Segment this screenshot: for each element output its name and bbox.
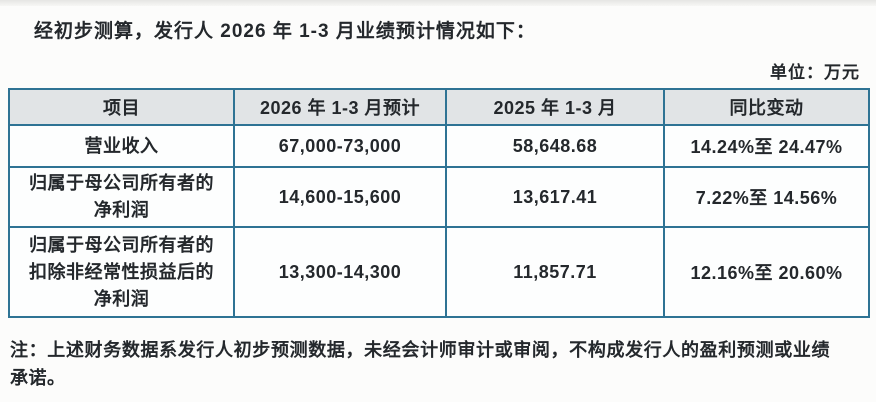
document-title: 经初步测算，发行人 2026 年 1-3 月业绩预计情况如下： (34, 21, 536, 42)
item-line: 净利润 (93, 200, 150, 220)
footnote: 注：上述财务数据系发行人初步预测数据，未经会计师审计或审阅，不构成发行人的盈利预… (10, 340, 830, 388)
item-line: 归属于母公司所有者的 (29, 173, 214, 193)
cell-forecast-2026: 13,300-14,300 (233, 226, 447, 318)
item-line: 净利润 (93, 288, 150, 309)
table-header-row: 项目 2026 年 1-3 月预计 2025 年 1-3 月 同比变动 (8, 88, 870, 126)
unit-label: 单位：万元 (770, 63, 860, 82)
page-top-edge (0, 0, 876, 6)
table-row-revenue: 营业收入 67,000-73,000 58,648.68 14.24%至 24.… (8, 124, 870, 168)
col-header-forecast-2026: 2026 年 1-3 月预计 (233, 88, 447, 126)
cell-item: 营业收入 (8, 124, 235, 168)
cell-yoy-change: 7.22%至 14.56% (663, 166, 870, 228)
cell-actual-2025: 58,648.68 (445, 124, 665, 168)
item-line: 扣除非经常性损益后的 (29, 261, 214, 282)
col-header-item: 项目 (8, 88, 235, 126)
col-header-actual-2025: 2025 年 1-3 月 (445, 88, 665, 126)
item-line: 营业收入 (84, 135, 159, 156)
col-header-yoy-change: 同比变动 (663, 88, 870, 126)
cell-item: 归属于母公司所有者的 扣除非经常性损益后的 净利润 (8, 226, 235, 318)
cell-yoy-change: 14.24%至 24.47% (663, 124, 870, 168)
cell-yoy-change: 12.16%至 20.60% (663, 226, 870, 318)
cell-forecast-2026: 14,600-15,600 (233, 166, 447, 228)
table-row-net-profit: 归属于母公司所有者的 净利润 14,600-15,600 13,617.41 7… (8, 166, 870, 228)
cell-actual-2025: 13,617.41 (445, 166, 665, 228)
forecast-table: 项目 2026 年 1-3 月预计 2025 年 1-3 月 同比变动 营业收入… (8, 88, 870, 318)
cell-item: 归属于母公司所有者的 净利润 (8, 166, 235, 228)
cell-forecast-2026: 67,000-73,000 (233, 124, 447, 168)
table-row-net-profit-excl-nonrecurring: 归属于母公司所有者的 扣除非经常性损益后的 净利润 13,300-14,300 … (8, 226, 870, 318)
item-line: 归属于母公司所有者的 (29, 234, 214, 255)
cell-actual-2025: 11,857.71 (445, 226, 665, 318)
